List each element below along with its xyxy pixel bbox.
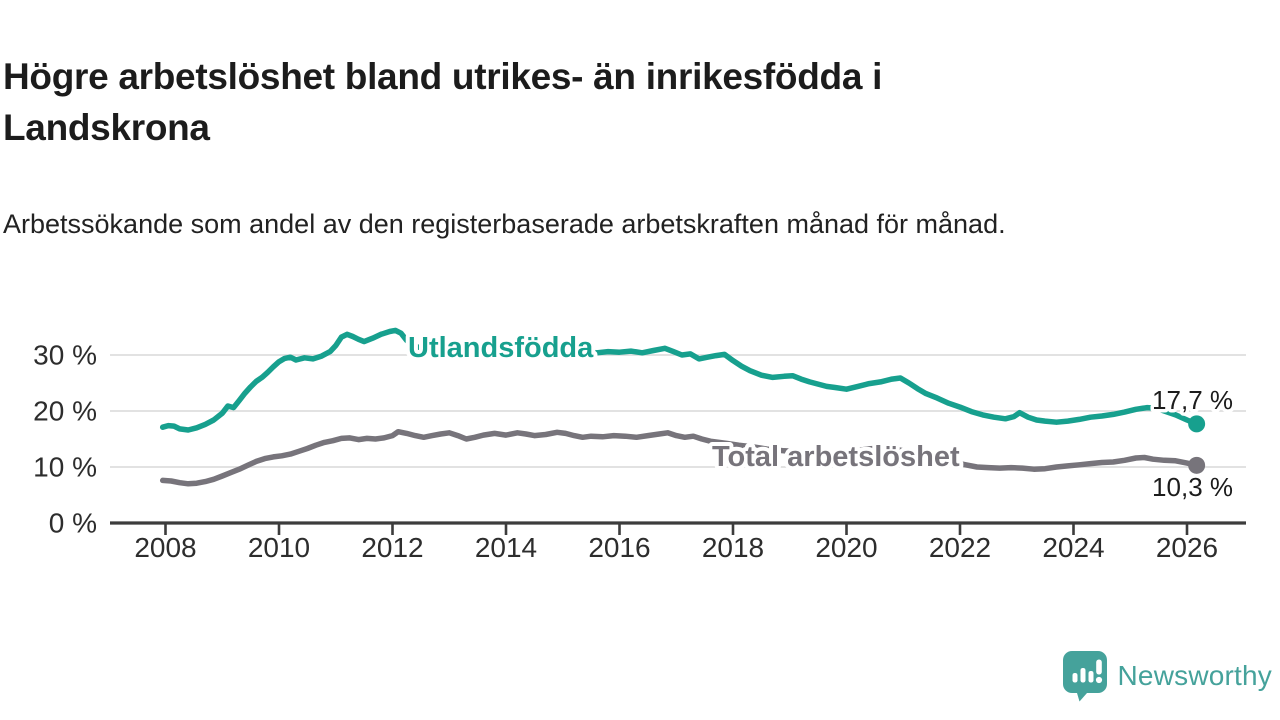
newsworthy-brand-text: Newsworthy (1117, 660, 1272, 691)
y-tick-label: 20 % (33, 396, 97, 427)
x-tick-label: 2022 (929, 532, 991, 563)
x-tick-label: 2016 (588, 532, 650, 563)
y-tick-label: 0 % (49, 508, 97, 539)
end-value-label: 17,7 % (1152, 385, 1233, 415)
x-tick-label: 2010 (248, 532, 310, 563)
y-tick-label: 10 % (33, 452, 97, 483)
x-tick-label: 2026 (1156, 532, 1218, 563)
newsworthy-brand-link[interactable]: Newsworthy (1062, 650, 1272, 702)
newsworthy-logo-icon (1062, 650, 1108, 702)
x-tick-label: 2014 (475, 532, 537, 563)
x-tick-label: 2018 (702, 532, 764, 563)
chart-subtitle: Arbetssökande som andel av den registerb… (3, 209, 1006, 239)
x-tick-label: 2012 (361, 532, 423, 563)
end-value-label: 10,3 % (1152, 472, 1233, 502)
series-end-dot (1188, 456, 1206, 474)
series-end-dot (1188, 415, 1206, 433)
series-line-utlandsfodda (159, 327, 1200, 433)
x-tick-label: 2008 (134, 532, 196, 563)
x-tick-label: 2020 (815, 532, 877, 563)
series-label: Utlandsfödda (408, 332, 594, 364)
x-tick-label: 2024 (1042, 532, 1104, 563)
y-tick-label: 30 % (33, 340, 97, 371)
series-line-total (159, 428, 1200, 487)
series-label: Total arbetslöshet (712, 441, 960, 473)
chart-title: Högre arbetslöshet bland utrikes- än inr… (3, 55, 883, 148)
